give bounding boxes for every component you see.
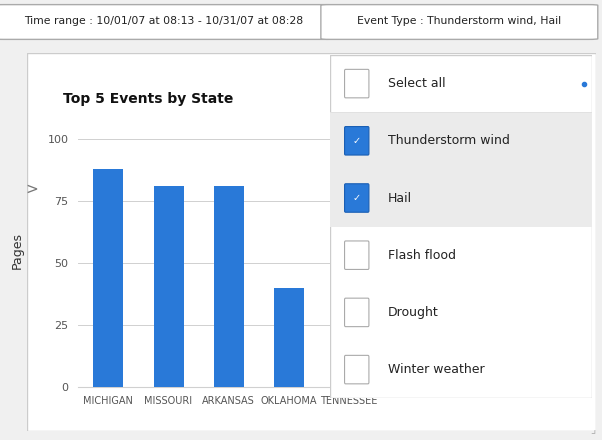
Text: Pages: Pages — [10, 232, 23, 269]
Text: Thunderstorm wind: Thunderstorm wind — [388, 134, 509, 147]
Text: Time range : 10/01/07 at 08:13 - 10/31/07 at 08:28: Time range : 10/01/07 at 08:13 - 10/31/0… — [24, 16, 303, 26]
Text: Top 5 Events by State: Top 5 Events by State — [63, 92, 234, 106]
Bar — [93, 169, 123, 387]
FancyBboxPatch shape — [344, 298, 369, 326]
Text: >: > — [25, 182, 38, 197]
Text: Event Type : Thunderstorm wind, Hail: Event Type : Thunderstorm wind, Hail — [356, 16, 561, 26]
Bar — [274, 288, 304, 387]
FancyBboxPatch shape — [344, 241, 369, 269]
FancyBboxPatch shape — [0, 4, 334, 39]
Bar — [154, 186, 184, 387]
Bar — [214, 186, 244, 387]
FancyBboxPatch shape — [344, 127, 369, 155]
Text: Winter weather: Winter weather — [388, 363, 484, 376]
Text: Drought: Drought — [388, 306, 438, 319]
Bar — [334, 288, 364, 387]
Text: Hail: Hail — [388, 191, 412, 205]
FancyBboxPatch shape — [344, 70, 369, 98]
FancyBboxPatch shape — [344, 356, 369, 384]
Text: Flash flood: Flash flood — [388, 249, 456, 262]
Bar — [330, 112, 592, 227]
Text: Select all: Select all — [388, 77, 445, 90]
FancyBboxPatch shape — [344, 184, 369, 212]
FancyBboxPatch shape — [321, 4, 598, 39]
Text: ✓: ✓ — [353, 136, 361, 146]
Text: ⌟: ⌟ — [591, 425, 596, 436]
Text: ✓: ✓ — [353, 193, 361, 203]
